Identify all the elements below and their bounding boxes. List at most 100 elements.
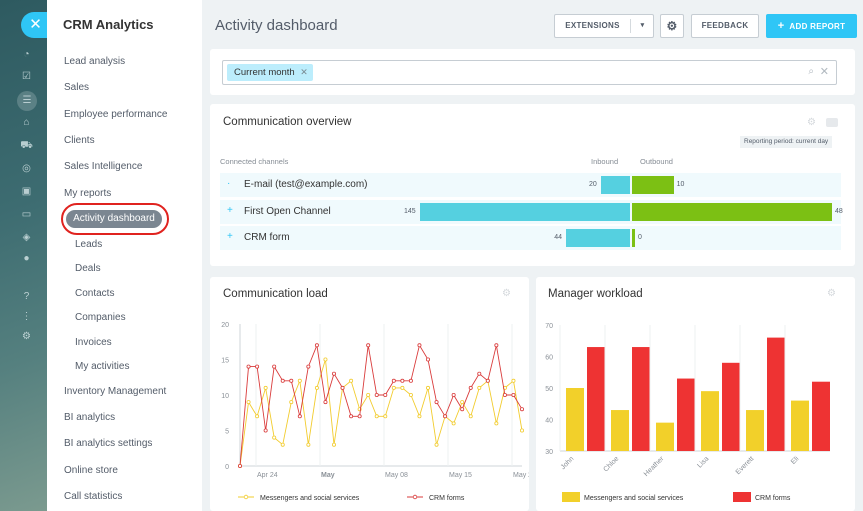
clear-icon[interactable]: ✕ (819, 66, 829, 78)
bank-icon[interactable]: ⌂ (23, 117, 30, 128)
channel-row[interactable]: + First Open Channel 145 48 (220, 200, 843, 224)
cart-icon[interactable]: ⛟ (20, 140, 33, 151)
data-point (289, 378, 294, 383)
sidebar-item-activity-dashboard[interactable]: Activity dashboard (66, 210, 162, 228)
sidebar-item-bi-analytics-settings[interactable]: BI analytics settings (64, 438, 153, 449)
legend-label: CRM forms (755, 495, 791, 502)
x-tick-label: May 15 (449, 472, 472, 479)
sidebar-item-bi-analytics[interactable]: BI analytics (64, 412, 116, 423)
data-point (383, 393, 388, 398)
filter-tag[interactable]: Current month ✕ (227, 64, 313, 81)
sidebar-item-label: Activity dashboard (73, 213, 155, 224)
manager-workload-chart: 30 40 50 60 70 John Chloe Heather Lisa Everett Eli… (545, 323, 830, 502)
filter-input[interactable]: Current month ✕ ⌕ ✕ (222, 60, 837, 85)
sidebar-item-inventory-management[interactable]: Inventory Management (64, 386, 167, 397)
tasks-icon[interactable]: ☑ (22, 71, 31, 82)
filter-funnel-icon[interactable]: ☰ (17, 91, 37, 111)
expand-icon[interactable]: + (227, 231, 233, 242)
sitemap-icon[interactable]: ⋮ (21, 311, 32, 322)
data-point (502, 393, 507, 398)
communication-overview-card: Communication overview ⚙ Reporting perio… (210, 104, 855, 266)
y-tick-label: 0 (225, 464, 229, 471)
button-divider (630, 19, 631, 33)
sidebar-item-sales[interactable]: Sales (64, 82, 90, 93)
data-point (272, 364, 277, 369)
activity-icon[interactable]: ◔ (23, 49, 30, 60)
sidebar-item-my-activities[interactable]: My activities (75, 361, 130, 372)
sidebar-item-deals[interactable]: Deals (75, 263, 101, 274)
bar (812, 381, 830, 451)
channel-row[interactable]: + CRM form 44 0 (220, 226, 841, 250)
sidebar-item-leads[interactable]: Leads (75, 239, 103, 250)
outbound-bar (632, 176, 674, 194)
sidebar-item-lead-analysis[interactable]: Lead analysis (64, 56, 126, 67)
settings-icon[interactable]: ⚙ (22, 331, 31, 342)
filter-tag-label: Current month (234, 67, 295, 78)
legend-marker-dot (243, 494, 249, 500)
communication-load-card: Communication load ⚙ 0 5 10 15 20 Apr 24 May Ma… (210, 277, 529, 511)
chevron-down-icon[interactable]: ▾ (640, 22, 645, 29)
close-icon[interactable]: ✕ (21, 12, 47, 38)
sidebar-item-call-statistics[interactable]: Call statistics (64, 491, 123, 502)
more-icon[interactable]: ● (23, 253, 30, 264)
data-point (511, 378, 516, 383)
search-icon[interactable]: ⌕ (808, 66, 814, 77)
data-point (314, 385, 319, 390)
box-icon[interactable]: ◈ (22, 232, 31, 243)
channel-row[interactable]: · E-mail (test@example.com) 20 10 (220, 173, 841, 197)
expand-icon[interactable]: + (227, 205, 233, 216)
gear-icon[interactable]: ⚙ (807, 117, 816, 128)
legend-swatch (733, 492, 751, 502)
plus-icon: + (777, 20, 785, 32)
data-point (408, 378, 413, 383)
settings-gear-button[interactable]: ⚙ (660, 14, 684, 38)
sidebar-item-companies[interactable]: Companies (75, 312, 126, 323)
sidebar-item-my-reports[interactable]: My reports (64, 188, 112, 199)
inbound-bar (420, 203, 630, 221)
legend-label: Messengers and social services (260, 495, 360, 502)
inbound-value: 145 (404, 208, 416, 215)
sidebar-item-employee-performance[interactable]: Employee performance (64, 109, 168, 120)
x-tick-label: Apr 24 (257, 472, 278, 479)
highlight-ring (61, 203, 169, 235)
channel-name: CRM form (244, 232, 290, 243)
sidebar-item-contacts[interactable]: Contacts (75, 288, 115, 299)
x-tick-label: John (560, 455, 576, 471)
sidebar-item-online-store[interactable]: Online store (64, 465, 118, 476)
target-icon[interactable]: ◎ (22, 163, 31, 174)
bar (746, 410, 764, 451)
feedback-button[interactable]: FEEDBACK (691, 14, 759, 38)
sidebar-item-clients[interactable]: Clients (64, 135, 95, 146)
data-point (417, 343, 422, 348)
channels-header: Connected channels (220, 157, 289, 166)
gear-icon[interactable]: ⚙ (827, 288, 836, 299)
help-icon[interactable]: ? (23, 291, 30, 302)
gear-icon[interactable]: ⚙ (502, 288, 511, 299)
y-tick-label: 20 (221, 322, 229, 329)
data-point (306, 442, 311, 447)
add-report-button[interactable]: + ADD REPORT (766, 14, 857, 38)
contact-card-icon[interactable]: ▣ (21, 186, 32, 197)
inbound-bar (566, 229, 630, 247)
extensions-button[interactable]: EXTENSIONS ▾ (554, 14, 654, 38)
x-tick-label: Lisa (696, 455, 710, 469)
x-tick-label: May 22 (513, 472, 529, 479)
data-point (263, 428, 268, 433)
x-tick-label: Heather (643, 455, 666, 478)
data-point (494, 421, 499, 426)
y-tick-label: 30 (545, 449, 553, 456)
car-icon[interactable]: ▭ (21, 209, 32, 220)
sidebar-item-invoices[interactable]: Invoices (75, 337, 112, 348)
bar (722, 362, 740, 451)
y-tick-label: 60 (545, 355, 553, 362)
collapse-icon[interactable] (826, 118, 838, 127)
legend-label: Messengers and social services (584, 495, 684, 502)
remove-tag-icon[interactable]: ✕ (300, 67, 308, 77)
page-title: Activity dashboard (215, 17, 338, 34)
extensions-label: EXTENSIONS (565, 21, 620, 30)
filter-panel: Current month ✕ ⌕ ✕ (210, 49, 855, 95)
x-tick-label: May (321, 472, 335, 479)
sidebar-item-sales-intelligence[interactable]: Sales Intelligence (64, 161, 143, 172)
x-tick-label: Eli (790, 455, 801, 466)
data-point (460, 407, 465, 412)
